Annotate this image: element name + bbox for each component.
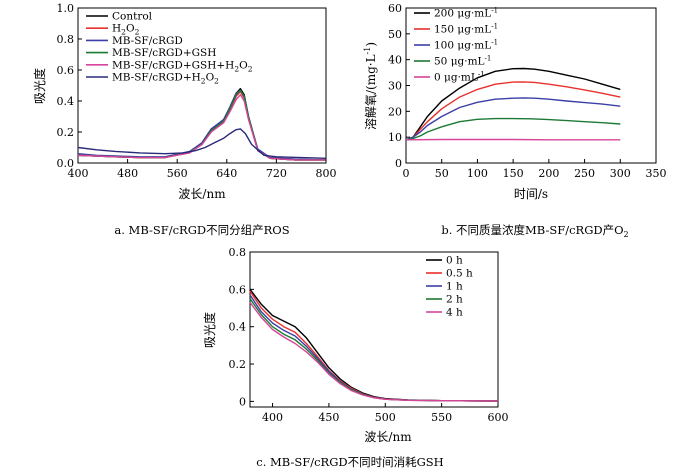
chart-a-caption: a. MB-SF/cRGD不同分组产ROS [114,223,289,237]
x-tick-label: 50 [435,167,449,180]
chart-c-plot [249,288,499,402]
legend-label: 0 h [446,255,463,267]
legend-label: 50 μg·mL-1 [434,55,491,68]
series-line-5 [77,94,326,161]
legend-label: 0.5 h [446,268,473,280]
chart-a-axes: 400 480 560 640 720 800 0.0 0.2 0.4 0.6 0.8 1.0 [57,2,337,180]
x-tick-label: 450 [318,411,339,424]
x-tick-label: 720 [266,167,287,180]
chart-c-legend: 0 h0.5 h1 h2 h4 h [426,255,473,319]
series-line-5 [249,301,499,402]
legend-label: 200 μg·mL-1 [434,7,498,20]
y-tick-label: 0.2 [57,126,75,139]
x-tick-label: 560 [167,167,188,180]
legend-label: Control [112,11,153,23]
x-tick-label: 150 [503,167,524,180]
chart-c-caption: c. MB-SF/cRGD不同时间消耗GSH [256,455,443,469]
x-tick-label: 300 [610,167,631,180]
x-tick-label: 350 [646,167,667,180]
chart-b-plot [405,67,621,141]
chart-b-ylabel-sup: -1 [363,47,372,55]
legend-label: 150 μg·mL-1 [434,23,498,36]
legend-label: MB-SF/cRGD+GSH+H2O2 [112,59,253,73]
legend-label: 4 h [446,307,463,319]
chart-a: 400 480 560 640 720 800 0.0 0.2 0.4 0.6 0.8 1.0 波长/… [32,2,337,237]
y-tick-label: 30 [388,80,402,93]
series-line-4 [405,117,621,141]
legend-label: 0 μg·mL-1 [434,71,485,84]
chart-b-caption: b. 不同质量浓度MB-SF/cRGD产O2 [441,223,628,239]
legend-label: MB-SF/cRGD+H2O2 [112,72,219,86]
series-line-3 [405,97,621,141]
x-tick-label: 550 [431,411,452,424]
y-tick-label: 60 [388,2,402,15]
chart-a-xlabel: 波长/nm [178,187,226,201]
x-tick-label: 200 [538,167,559,180]
y-tick-label: 0.8 [57,33,75,46]
y-tick-label: 0.0 [57,157,75,170]
series-line-4 [77,89,326,161]
y-tick-label: 40 [388,54,402,67]
x-tick-label: 480 [117,167,138,180]
chart-c-ylabel: 吸光度 [202,312,217,348]
x-tick-label: 400 [68,167,89,180]
series-line-2 [77,91,326,161]
x-tick-label: 100 [467,167,488,180]
chart-b-ylabel-main: 溶解氧/(mg·L [363,54,378,130]
chart-c-frame [249,251,499,408]
legend-label: H2O2 [112,23,140,37]
legend-label: 2 h [446,294,463,306]
series-line-2 [405,81,621,141]
legend-label: MB-SF/cRGD [112,35,183,47]
chart-a-plot [77,87,327,161]
x-tick-label: 640 [216,167,237,180]
y-tick-label: 10 [388,131,402,144]
y-tick-label: 0 [239,395,246,408]
chart-b-ylabel: 溶解氧/(mg·L-1) [363,42,378,130]
x-tick-label: 250 [574,167,595,180]
series-line-3 [77,89,327,161]
y-tick-label: 0.4 [57,95,75,108]
chart-b-caption-sub: 2 [624,230,629,239]
chart-b-ylabel-tail: ) [364,42,378,47]
y-tick-label: 0.4 [229,321,247,334]
chart-a-legend: ControlH2O2MB-SF/cRGDMB-SF/cRGD+GSHMB-SF… [86,11,253,86]
legend-label: 100 μg·mL-1 [434,39,498,52]
chart-b-legend: 200 μg·mL-1 150 μg·mL-1 100 μg·mL-1 50 μg·m… [414,7,498,84]
chart-c-axes: 400 450 500 550 600 0 0.2 0.4 0.6 0.8 [229,246,509,424]
legend-label: 1 h [446,281,463,293]
x-tick-label: 400 [262,411,283,424]
chart-b-xlabel: 时间/s [514,187,548,201]
y-tick-label: 0.2 [229,358,247,371]
y-tick-label: 50 [388,28,402,41]
y-tick-label: 0.8 [229,246,247,259]
chart-a-ylabel: 吸光度 [32,68,47,104]
chart-c-xlabel: 波长/nm [364,430,412,444]
chart-c: 400 450 500 550 600 0 0.2 0.4 0.6 0.8 波长/nm 吸光度 0… [202,246,509,469]
series-line-6 [77,128,327,159]
x-tick-label: 500 [375,411,396,424]
legend-label: MB-SF/cRGD+GSH [112,47,216,59]
y-tick-label: 1.0 [57,2,75,15]
chart-a-frame [77,7,327,164]
series-line-1 [405,67,621,141]
x-tick-label: 600 [488,411,509,424]
y-tick-label: 0.6 [229,283,247,296]
y-tick-label: 20 [388,105,402,118]
y-tick-label: 0 [395,157,402,170]
x-tick-label: 800 [316,167,337,180]
chart-b-axes: 0 50 100 150 200 250 300 350 0 10 20 30 40 50 60 [388,2,667,180]
x-tick-label: 0 [403,167,410,180]
y-tick-label: 0.6 [57,64,75,77]
chart-b-caption-main: b. 不同质量浓度MB-SF/cRGD产O [441,223,623,237]
